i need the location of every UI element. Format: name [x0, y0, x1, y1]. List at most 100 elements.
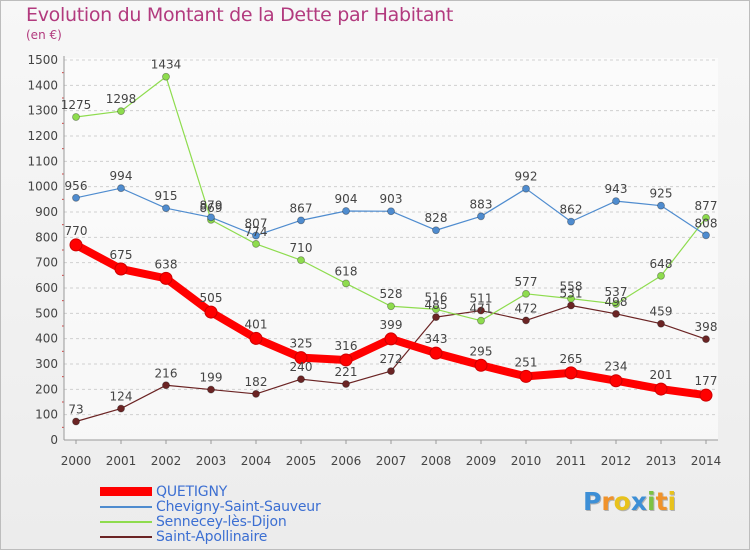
legend: QUETIGNY Chevigny-Saint-Sauveur Sennecey-l… — [100, 483, 321, 545]
y-tick-label: 100 — [35, 408, 58, 422]
data-point — [207, 385, 215, 394]
data-label: 675 — [110, 248, 133, 262]
data-label: 398 — [695, 320, 718, 334]
data-label: 879 — [200, 198, 223, 212]
data-label: 325 — [290, 337, 313, 351]
data-label: 234 — [605, 360, 628, 374]
y-tick-label: 500 — [35, 306, 58, 320]
logo-letter: i — [647, 487, 656, 516]
data-point — [342, 279, 350, 288]
data-point — [432, 226, 440, 235]
data-point — [252, 240, 260, 248]
data-label: 251 — [515, 355, 538, 369]
data-label: 316 — [335, 339, 358, 353]
data-label: 401 — [245, 317, 268, 331]
chart-title: Evolution du Montant de la Dette par Hab… — [26, 4, 454, 26]
data-label: 511 — [470, 292, 493, 306]
data-point — [477, 212, 485, 221]
data-label: 867 — [290, 201, 313, 215]
legend-swatch — [100, 520, 152, 523]
data-point — [429, 346, 443, 360]
data-point — [387, 302, 395, 311]
data-point — [519, 369, 533, 383]
legend-label: QUETIGNY — [156, 483, 228, 500]
data-point — [657, 319, 665, 328]
data-point — [252, 231, 260, 240]
legend-swatch — [100, 535, 152, 538]
x-tick-label: 2005 — [286, 454, 317, 468]
logo-letter: o — [613, 487, 631, 516]
data-label: 199 — [200, 371, 223, 385]
y-tick-label: 0 — [50, 433, 58, 447]
data-point — [702, 335, 710, 344]
data-point — [567, 294, 575, 303]
data-label: 943 — [605, 182, 628, 196]
data-point — [564, 366, 578, 380]
data-point — [72, 113, 80, 121]
data-point — [657, 201, 665, 210]
data-point — [72, 193, 80, 202]
y-tick-label: 800 — [35, 230, 58, 244]
data-label: 240 — [290, 360, 313, 374]
logo-letter: t — [655, 487, 668, 516]
x-tick-label: 2012 — [601, 454, 632, 468]
data-point — [297, 375, 305, 384]
data-label: 265 — [560, 352, 583, 366]
data-point — [114, 262, 128, 276]
proxiti-logo: Proxiti — [583, 487, 676, 516]
x-tick-label: 2009 — [466, 454, 497, 468]
data-label: 295 — [470, 344, 493, 358]
data-point — [477, 306, 485, 315]
legend-label: Sennecey-lès-Dijon — [156, 513, 287, 530]
legend-item: Saint-Apollinaire — [100, 529, 321, 545]
data-point — [612, 197, 620, 206]
y-tick-label: 900 — [35, 205, 58, 219]
data-label: 177 — [695, 374, 718, 388]
data-point — [612, 309, 620, 318]
data-label: 471 — [470, 302, 493, 316]
data-point — [339, 353, 353, 367]
data-label: 956 — [65, 179, 88, 193]
data-label: 531 — [560, 286, 583, 300]
data-point — [162, 204, 170, 213]
logo-letter: P — [583, 487, 602, 516]
data-label: 537 — [605, 285, 628, 299]
y-tick-label: 1100 — [27, 154, 58, 168]
data-point — [567, 217, 575, 226]
data-label: 182 — [245, 375, 268, 389]
x-tick-label: 2013 — [646, 454, 677, 468]
y-tick-label: 300 — [35, 357, 58, 371]
data-label: 124 — [110, 390, 133, 404]
data-point — [162, 381, 170, 390]
data-point — [252, 389, 260, 398]
data-point — [387, 207, 395, 216]
data-point — [474, 358, 488, 372]
data-label: 505 — [200, 291, 223, 305]
data-point — [117, 184, 125, 193]
data-label: 485 — [425, 298, 448, 312]
data-point — [702, 231, 710, 240]
data-point — [342, 380, 350, 388]
x-tick-label: 2010 — [511, 454, 542, 468]
data-point — [204, 305, 218, 319]
data-point — [207, 213, 215, 222]
data-label: 272 — [380, 352, 403, 366]
data-point — [567, 301, 575, 310]
y-tick-label: 1000 — [27, 180, 58, 194]
y-tick-label: 400 — [35, 332, 58, 346]
legend-label: Chevigny-Saint-Sauveur — [156, 498, 321, 515]
y-tick-label: 1300 — [27, 104, 58, 118]
data-label: 877 — [695, 199, 718, 213]
data-point — [297, 256, 305, 265]
data-label: 883 — [470, 197, 493, 211]
data-label: 528 — [380, 287, 403, 301]
unit-label: (en €) — [26, 28, 62, 42]
data-label: 472 — [515, 301, 538, 315]
legend-item: QUETIGNY — [100, 483, 321, 500]
data-point — [432, 305, 440, 314]
data-point — [477, 316, 485, 325]
data-label: 577 — [515, 275, 538, 289]
y-tick-label: 1500 — [27, 53, 58, 67]
data-point — [294, 351, 308, 365]
data-point — [384, 332, 398, 346]
